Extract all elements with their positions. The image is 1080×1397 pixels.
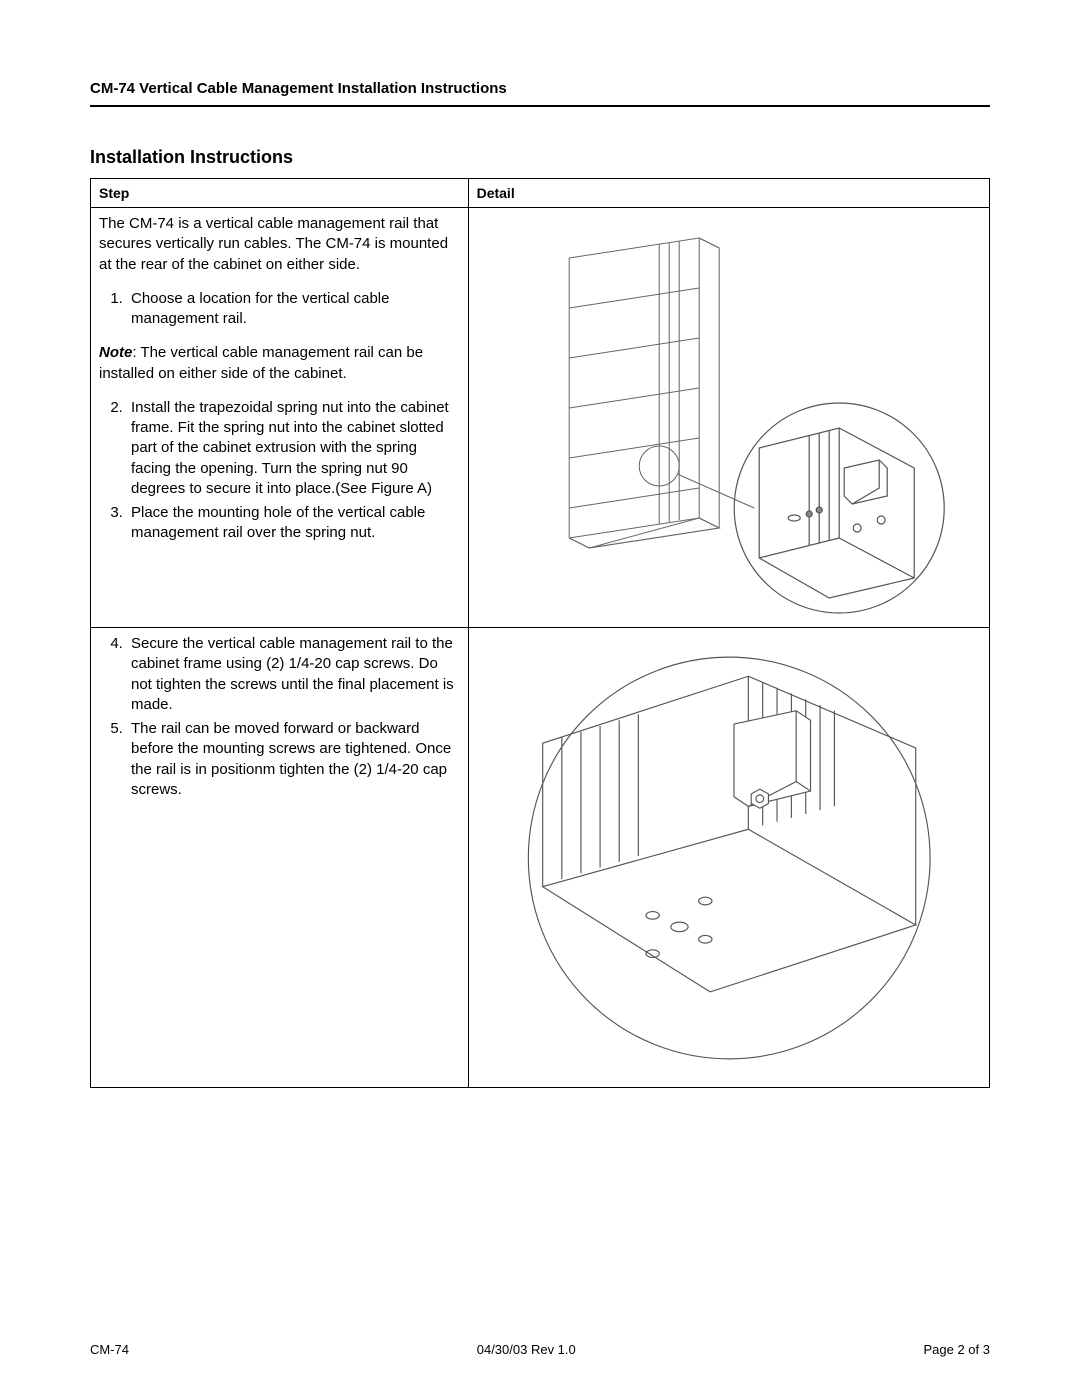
- step-cell-1: The CM-74 is a vertical cable management…: [91, 208, 469, 628]
- step-2: Install the trapezoidal spring nut into …: [127, 398, 460, 499]
- detail-cell-2: [468, 628, 989, 1088]
- footer-right: Page 2 of 3: [923, 1342, 990, 1357]
- step-4: Secure the vertical cable management rai…: [127, 634, 460, 715]
- col-header-detail: Detail: [468, 179, 989, 208]
- table-header-row: Step Detail: [91, 179, 990, 208]
- section-title: Installation Instructions: [90, 147, 990, 168]
- footer-left: CM-74: [90, 1342, 129, 1357]
- footer-center: 04/30/03 Rev 1.0: [477, 1342, 576, 1357]
- page-footer: CM-74 04/30/03 Rev 1.0 Page 2 of 3: [90, 1342, 990, 1357]
- detail-cell-1: [468, 208, 989, 628]
- step-cell-2: Secure the vertical cable management rai…: [91, 628, 469, 1088]
- col-header-step: Step: [91, 179, 469, 208]
- note-text: : The vertical cable management rail can…: [99, 344, 423, 381]
- note-block: Note: The vertical cable management rail…: [99, 343, 460, 384]
- step-5: The rail can be moved forward or backwar…: [127, 719, 460, 800]
- table-row: The CM-74 is a vertical cable management…: [91, 208, 990, 628]
- figure-b-diagram: [477, 634, 981, 1081]
- instructions-table: Step Detail The CM-74 is a vertical cabl…: [90, 178, 990, 1088]
- step-1: Choose a location for the vertical cable…: [127, 289, 460, 330]
- table-row: Secure the vertical cable management rai…: [91, 628, 990, 1088]
- intro-text: The CM-74 is a vertical cable management…: [99, 214, 460, 275]
- doc-header: CM-74 Vertical Cable Management Installa…: [90, 80, 990, 107]
- figure-a-diagram: [477, 214, 981, 621]
- note-label: Note: [99, 344, 132, 361]
- step-3: Place the mounting hole of the vertical …: [127, 503, 460, 544]
